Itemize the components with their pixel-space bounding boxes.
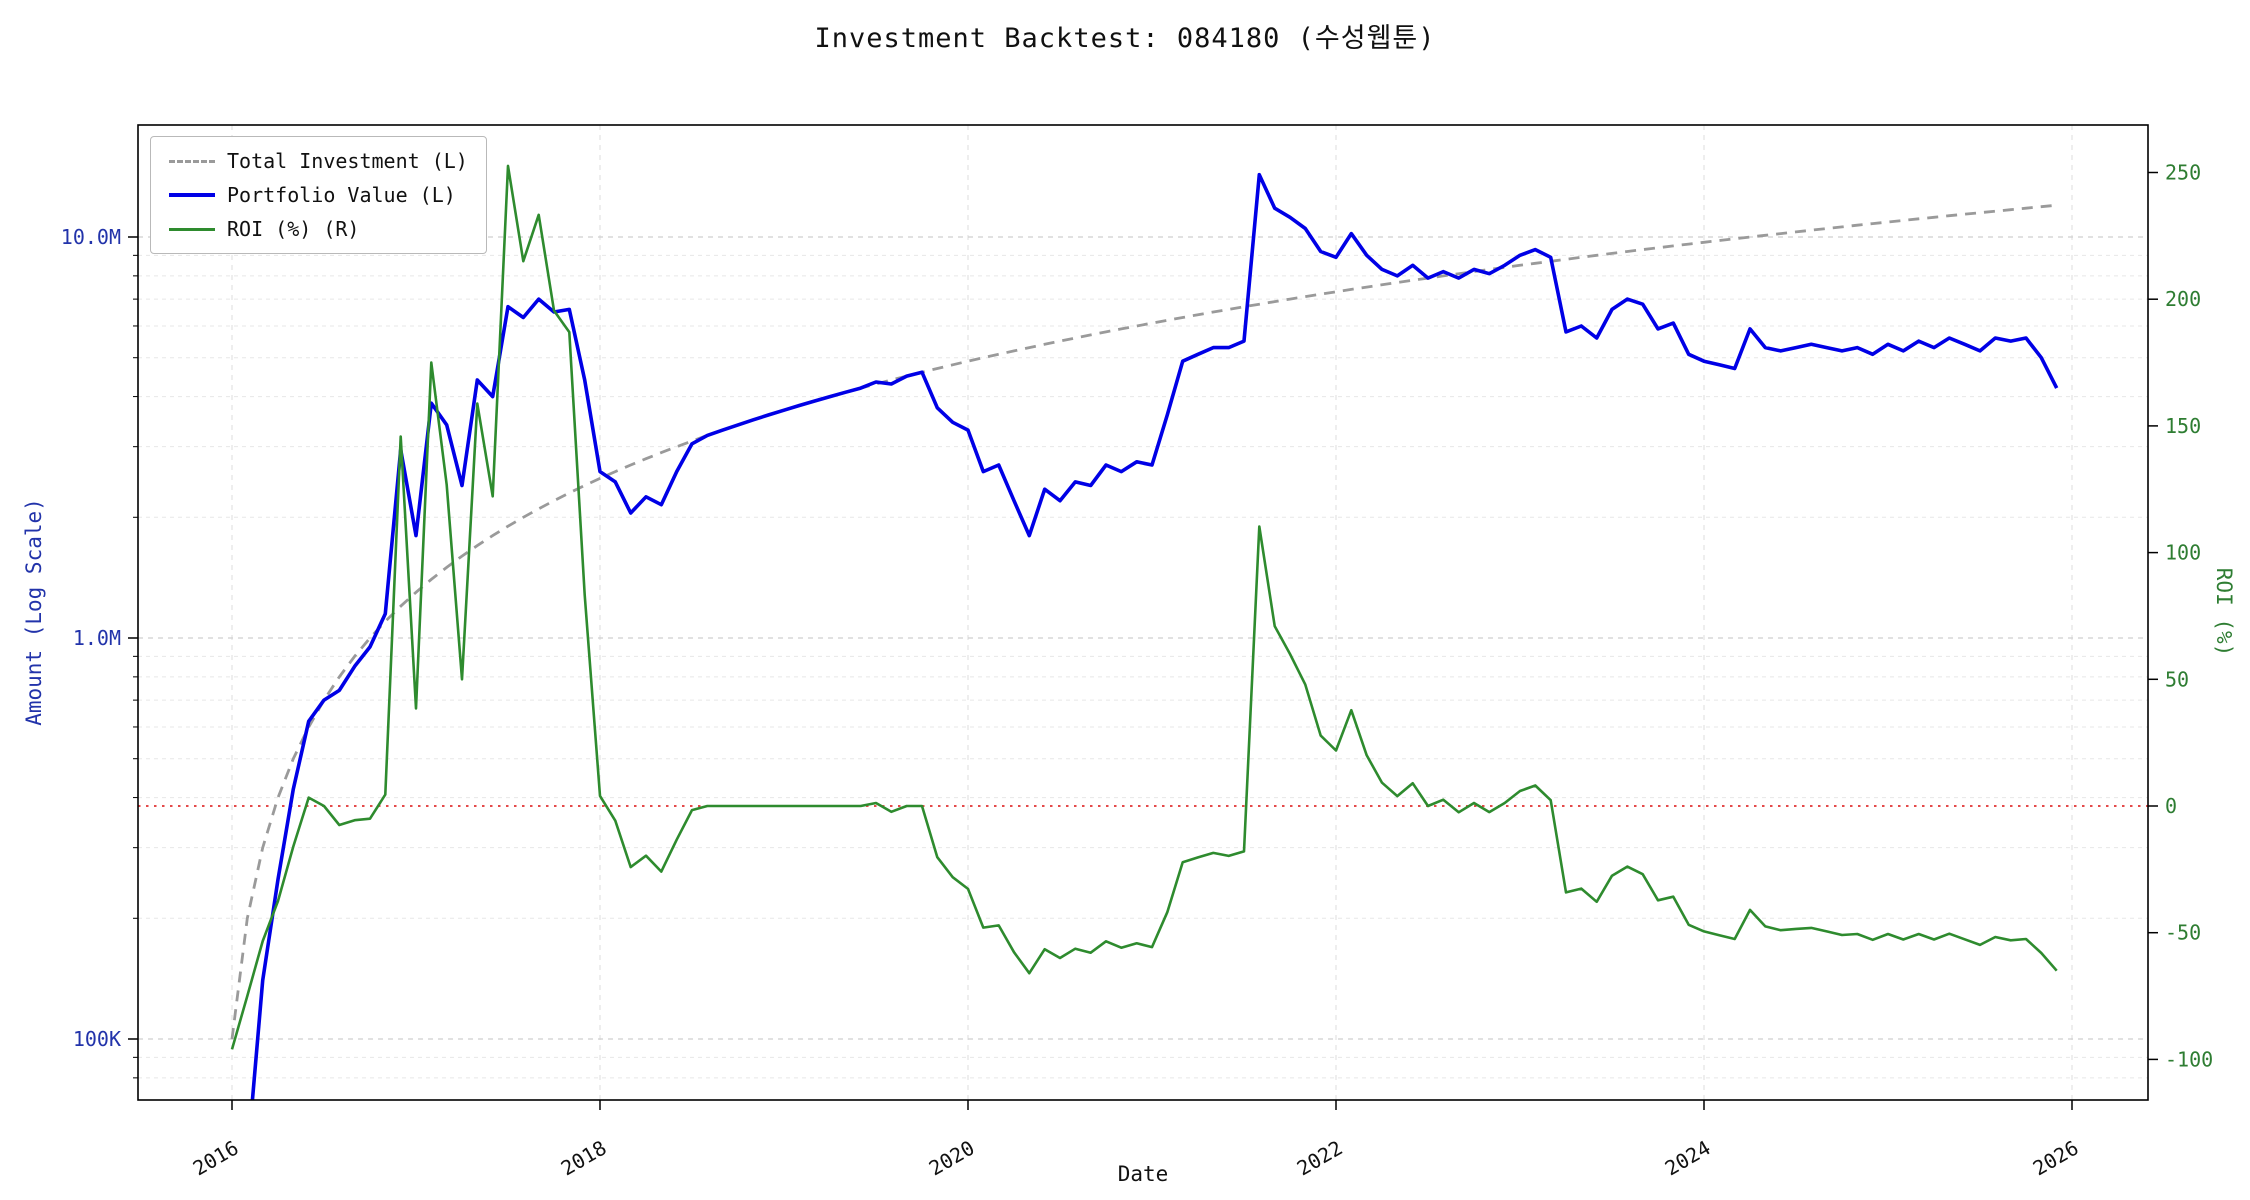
legend-label: Total Investment (L): [227, 149, 468, 173]
chart-title: Investment Backtest: 084180 (수성웹툰): [814, 23, 1436, 54]
legend-item-roi: ROI (%) (R): [169, 217, 468, 241]
right-tick-label: 200: [2165, 287, 2201, 311]
right-tick-label: -100: [2165, 1047, 2213, 1071]
right-tick-label: 150: [2165, 414, 2201, 438]
solid-blue-line-swatch-icon: [169, 193, 215, 197]
right-tick-label: 250: [2165, 161, 2201, 185]
x-tick-label: 2024: [1661, 1136, 1715, 1181]
legend-label: ROI (%) (R): [227, 217, 360, 241]
left-axis-title: Amount (Log Scale): [22, 498, 46, 726]
series-portfolio-value: [250, 172, 2059, 1100]
x-tick-label: 2020: [925, 1136, 979, 1181]
legend: Total Investment (L) Portfolio Value (L)…: [150, 136, 487, 254]
right-tick-label: 50: [2165, 667, 2189, 691]
x-tick-label: 2016: [189, 1136, 243, 1181]
left-tick-label: 10.0M: [61, 225, 121, 249]
legend-item-portfolio-value: Portfolio Value (L): [169, 183, 468, 207]
right-tick-label: -50: [2165, 921, 2201, 945]
x-axis-title: Date: [1117, 1162, 1169, 1186]
series-total-investment: [230, 203, 2057, 1040]
x-tick-label: 2026: [2029, 1136, 2083, 1181]
series-roi: [230, 164, 2058, 1050]
solid-green-line-swatch-icon: [169, 227, 215, 231]
right-tick-label: 0: [2165, 794, 2177, 818]
right-tick-label: 100: [2165, 541, 2201, 565]
left-tick-label: 100K: [73, 1027, 121, 1051]
left-tick-label: 1.0M: [73, 626, 121, 650]
legend-item-total-investment: Total Investment (L): [169, 149, 468, 173]
right-axis-title: ROI (%): [2212, 567, 2236, 657]
x-tick-label: 2022: [1293, 1136, 1347, 1181]
plot-border: [137, 124, 2149, 1101]
dashed-line-swatch-icon: [169, 159, 215, 163]
x-tick-label: 2018: [557, 1136, 611, 1181]
legend-label: Portfolio Value (L): [227, 183, 456, 207]
